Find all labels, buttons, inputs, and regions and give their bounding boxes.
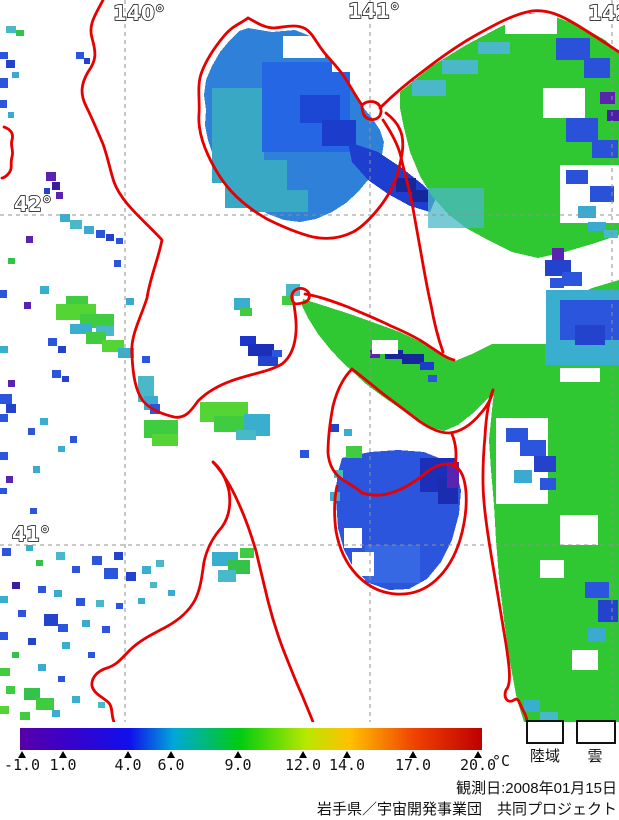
coast-funka-bay-north: [246, 16, 364, 107]
tick-marker: [343, 751, 351, 758]
tick-marker: [18, 751, 26, 758]
tick-marker: [234, 751, 242, 758]
tick-label: 6.0: [157, 756, 185, 774]
observation-date: 観測日:2008年01月15日: [456, 780, 617, 797]
legend-land-label: 陸域: [529, 748, 561, 765]
meridian-label-142: 142°: [588, 1, 619, 25]
tick-label: -1.0: [3, 756, 41, 774]
tick-label: 14.0: [328, 756, 366, 774]
tick-marker: [409, 751, 417, 758]
coast-mutsu-bay: [333, 462, 468, 596]
tick-marker: [124, 751, 132, 758]
coast-mutsu-ne-connector: [450, 432, 458, 468]
credit-line: 岩手県／宇宙開発事業団 共同プロジェクト: [316, 801, 617, 818]
coast-tsugaru-west: [90, 460, 232, 722]
legend-cloud-label: 雲: [587, 748, 603, 765]
coast-shimokita-north: [350, 367, 495, 435]
coast-hakodate-knot: [290, 287, 311, 306]
coast-muroran-knot: [360, 100, 383, 121]
temperature-colorbar: [20, 728, 482, 750]
graticule-labels: 140° 141° 142° 42° 41°: [11, 0, 619, 547]
coast-shimokita-west: [326, 367, 364, 495]
sst-data-layer: [0, 13, 619, 722]
coast-shimokita-east: [481, 388, 529, 722]
tick-label: 4.0: [114, 756, 142, 774]
tick-label: 9.0: [224, 756, 252, 774]
legend-cloud-swatch: [576, 720, 616, 744]
coast-okushiri-island: [0, 125, 14, 180]
colorbar-unit-label: °C: [492, 752, 511, 770]
tick-label: 12.0: [284, 756, 322, 774]
coast-hokkaido-west: [80, 0, 298, 419]
meridian-label-140: 140°: [113, 1, 165, 25]
coast-hokkaido-pacific-arc: [378, 9, 619, 110]
coast-tsugaru-east: [211, 460, 315, 722]
tick-label: 20.0: [459, 756, 497, 774]
coast-funka-bay-west: [197, 16, 405, 240]
tick-marker: [474, 751, 482, 758]
parallel-label-41: 41°: [12, 522, 50, 546]
coast-hokkaido-south: [303, 292, 456, 362]
tick-marker: [167, 751, 175, 758]
legend-land-swatch: [526, 720, 564, 744]
coastline-layer: [0, 0, 619, 722]
tick-marker: [59, 751, 67, 758]
map-canvas: 140° 141° 142° 42° 41°: [0, 0, 619, 722]
parallel-label-42: 42°: [14, 192, 52, 216]
meridian-label-141: 141°: [348, 0, 400, 23]
tick-label: 1.0: [49, 756, 77, 774]
tick-marker: [299, 751, 307, 758]
tick-label: 17.0: [394, 756, 432, 774]
coast-esan-east: [381, 118, 445, 354]
